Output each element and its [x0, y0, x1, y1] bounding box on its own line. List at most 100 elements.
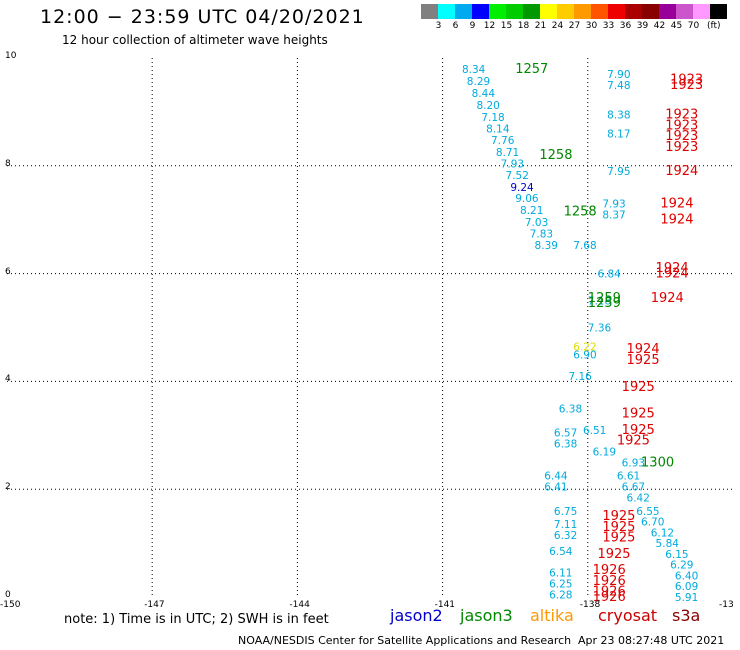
wave-height-label: 8.38 [607, 110, 630, 122]
wave-height-label: 6.22 [573, 341, 596, 353]
wave-height-label: 6.55 [636, 506, 659, 518]
pass-number-label: 1925 [622, 380, 655, 395]
wave-height-label: 7.11 [554, 519, 577, 531]
wave-height-label: 6.67 [622, 482, 645, 494]
legend-label: 27 [568, 21, 581, 31]
wave-height-label: 8.21 [520, 205, 543, 217]
footer-timestamp: Apr 23 08:27:48 UTC 2021 [578, 634, 725, 647]
legend-swatch [455, 4, 472, 19]
legend-label: 24 [551, 21, 564, 31]
wave-height-label: 6.40 [675, 570, 698, 582]
pass-number-label: 1925 [602, 520, 635, 535]
wave-height-label: 7.18 [588, 296, 611, 308]
legend-swatch [591, 4, 608, 19]
wave-height-label: 5.84 [656, 538, 680, 550]
wave-height-label: 6.11 [549, 568, 572, 580]
wave-height-label: 6.32 [554, 530, 577, 542]
wave-height-label: 8.44 [472, 88, 496, 100]
pass-number-label: 1925 [597, 547, 630, 562]
wave-height-label: 6.51 [583, 425, 606, 437]
lat-tick-label: 4 [5, 374, 11, 385]
legend-swatch [472, 4, 489, 19]
legend-swatch [506, 4, 523, 19]
lat-tick-label: 10 [5, 51, 17, 61]
legend-label: 45 [670, 21, 683, 31]
wave-height-label: 8.39 [535, 240, 558, 252]
wave-height-label: 6.90 [573, 349, 596, 361]
legend-swatch [489, 4, 506, 19]
pass-number-label: 1258 [539, 148, 572, 163]
pass-number-label: 1924 [627, 342, 660, 357]
pass-number-label: 1259 [588, 296, 621, 311]
legend-label: 30 [585, 21, 598, 31]
wave-height-label: 7.76 [491, 135, 515, 147]
legend-unit: (ft) [707, 21, 721, 31]
legend-swatch [421, 4, 438, 19]
wave-height-label: 6.75 [554, 506, 577, 518]
legend-label: 39 [636, 21, 649, 31]
pass-number-label: 1257 [515, 62, 548, 77]
wave-height-label: 9.24 [510, 182, 534, 194]
wave-height-label: 8.71 [496, 147, 519, 159]
wave-height-label: 6.15 [665, 549, 688, 561]
wave-height-label: 5.91 [675, 592, 698, 604]
wave-height-label: 7.95 [607, 166, 630, 178]
pass-number-label: 1926 [593, 574, 626, 589]
pass-number-label: 1926 [593, 563, 626, 578]
legend-label: 15 [500, 21, 513, 31]
pass-number-label: 1300 [641, 455, 674, 470]
lon-tick-label: -150 [0, 600, 21, 610]
footer-note: note: 1) Time is in UTC; 2) SWH is in fe… [64, 612, 329, 627]
pass-number-label: 1925 [602, 531, 635, 546]
map-subtitle: 12 hour collection of altimeter wave hei… [62, 33, 328, 47]
pass-number-label: 1923 [670, 73, 703, 88]
pass-number-label: 1258 [564, 205, 597, 220]
wave-height-label: 8.20 [476, 100, 499, 112]
pass-number-label: 1925 [617, 434, 650, 449]
legend-swatch [676, 4, 693, 19]
pass-number-label: 1923 [665, 140, 698, 155]
legend-label: 42 [653, 21, 666, 31]
wave-height-label: 6.70 [641, 517, 664, 529]
wave-height-label: 6.44 [544, 471, 568, 483]
wave-height-label: 8.17 [607, 128, 630, 140]
wave-height-label: 8.37 [602, 209, 625, 221]
pass-number-label: 1926 [593, 590, 626, 605]
lat-tick-label: 8 [5, 158, 11, 169]
legend-swatch [438, 4, 455, 19]
wave-height-label: 6.84 [597, 269, 621, 281]
wave-height-label: 7.48 [607, 80, 630, 92]
wave-height-label: 6.12 [651, 527, 674, 539]
lat-tick-label: 0 [5, 590, 11, 600]
wave-height-label: 7.93 [602, 199, 625, 211]
wave-height-label: 6.42 [627, 492, 650, 504]
wave-height-label: 6.09 [675, 581, 698, 593]
wave-height-label: 6.54 [549, 546, 573, 558]
wave-height-label: 6.19 [593, 446, 616, 458]
legend-label: 21 [534, 21, 547, 31]
mission-altika: altika [530, 606, 574, 625]
lon-tick-label: -138 [579, 600, 601, 610]
pass-number-label: 1925 [602, 509, 635, 524]
legend-swatch [557, 4, 574, 19]
lon-tick-label: -144 [289, 600, 310, 610]
mission-s3a: s3a [672, 606, 701, 625]
map-title: 12:00 − 23:59 UTC 04/20/2021 [40, 6, 365, 28]
wave-height-label: 7.68 [573, 240, 596, 252]
wave-height-label: 7.18 [481, 112, 504, 124]
legend-label: 18 [517, 21, 530, 31]
pass-number-label: 1923 [665, 108, 698, 123]
legend-label: 3 [435, 21, 442, 31]
wave-height-label: 6.41 [544, 482, 567, 494]
legend-label: 33 [602, 21, 615, 31]
wave-height-label: 6.93 [622, 457, 645, 469]
legend-label: 70 [687, 21, 700, 31]
wave-height-label: 6.57 [554, 428, 577, 440]
legend-swatch [710, 4, 727, 19]
legend-swatch [523, 4, 540, 19]
legend-label: 12 [483, 21, 496, 31]
lon-tick-label: -13 [719, 600, 734, 610]
wave-height-label: 9.06 [515, 193, 539, 205]
wave-height-label: 7.90 [607, 69, 630, 81]
